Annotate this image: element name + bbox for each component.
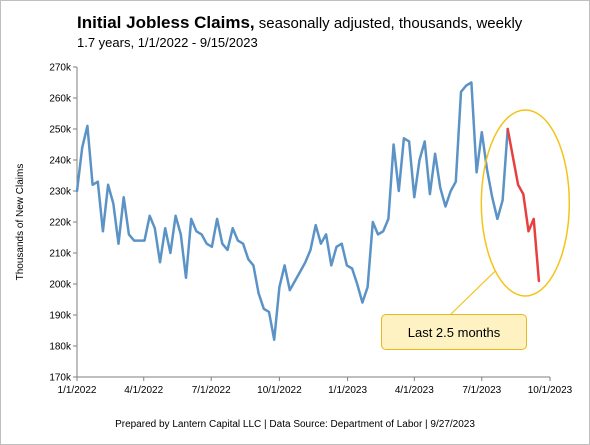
chart-title-suffix: seasonally adjusted, thousands, weekly [254,15,523,32]
chart-title: Initial Jobless Claims, [77,13,255,32]
callout-box: Last 2.5 months [381,314,527,350]
callout-text: Last 2.5 months [407,324,501,340]
x-tick-labels: 1/1/2022 4/1/2022 7/1/2022 10/1/2022 1/1/202… [58,385,573,396]
y-tick-label: 270k [49,63,72,74]
y-axis-label: Thousands of New Claims [15,164,26,281]
y-tick-label: 260k [49,94,72,105]
axes [73,66,551,381]
x-tick-label: 4/1/2023 [395,385,434,396]
x-tick-label: 4/1/2022 [124,385,163,396]
x-tick-label: 7/1/2023 [462,385,501,396]
title-line: Initial Jobless Claims, seasonally adjus… [77,13,522,33]
y-tick-label: 200k [49,280,72,291]
title-block: Initial Jobless Claims, seasonally adjus… [77,13,522,50]
highlight-ellipse [480,109,571,297]
series-line-recent [506,127,541,283]
x-tick-label: 10/1/2023 [528,385,573,396]
y-tick-label: 180k [49,342,72,353]
chart-subtitle: 1.7 years, 1/1/2022 - 9/15/2023 [77,35,258,50]
y-tick-label: 210k [49,249,72,260]
x-tick-label: 1/1/2023 [328,385,367,396]
y-tick-label: 170k [49,373,72,384]
y-tick-labels: 170k 180k 190k 200k 210k 220k 230k 240k 250k 260k… [49,63,72,384]
y-tick-label: 240k [49,156,72,167]
footer: Prepared by Lantern Capital LLC | Data S… [115,419,475,430]
callout-connector [450,270,496,315]
series-lines [75,81,541,342]
y-tick-label: 250k [49,125,72,136]
x-tick-label: 1/1/2022 [58,385,97,396]
y-tick-label: 220k [49,218,72,229]
series-line-main [75,81,509,342]
x-tick-label: 10/1/2022 [257,385,302,396]
x-tick-label: 7/1/2022 [192,385,231,396]
y-tick-label: 230k [49,187,72,198]
y-tick-label: 190k [49,311,72,322]
